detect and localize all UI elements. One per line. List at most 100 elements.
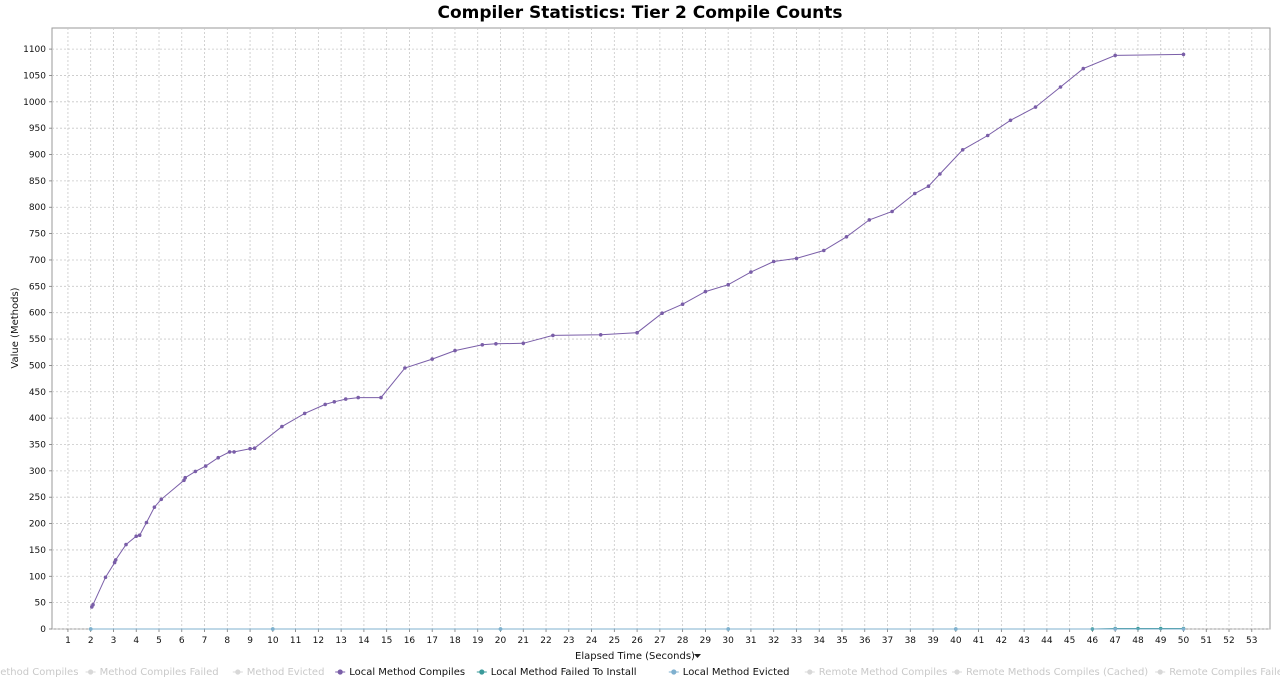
x-tick-label: 38	[905, 636, 917, 646]
x-tick-label: 25	[609, 636, 620, 646]
x-tick-label: 34	[813, 636, 825, 646]
data-point	[938, 172, 942, 176]
legend-item-remote-methods-compiles-cached-[interactable]: Remote Methods Compiles (Cached)	[952, 667, 1148, 678]
data-point	[1081, 66, 1086, 71]
x-tick-label: 9	[247, 636, 253, 646]
legend-label[interactable]: Local Method Compiles	[349, 667, 465, 678]
x-tick-label: 15	[381, 636, 392, 646]
legend-label[interactable]: Remote Method Compiles	[819, 667, 948, 678]
legend-label[interactable]: Local Method Evicted	[683, 667, 790, 678]
x-tick-label: 47	[1109, 636, 1120, 646]
x-tick-label: 4	[133, 636, 139, 646]
x-tick-label: 24	[586, 636, 598, 646]
data-point	[159, 497, 164, 502]
y-axis-label: Value (Methods)	[10, 287, 21, 368]
x-tick-label: 8	[224, 636, 230, 646]
data-point	[91, 602, 95, 607]
x-tick-label: 52	[1223, 636, 1234, 646]
y-tick-label: 1050	[23, 71, 46, 81]
data-point	[680, 302, 685, 307]
data-point	[124, 542, 128, 547]
x-tick-label: 13	[335, 636, 346, 646]
legend-marker-icon	[671, 669, 677, 675]
legend-label[interactable]: Method Compiles Failed	[100, 667, 219, 678]
x-tick-label: 50	[1178, 636, 1190, 646]
legend-item-remote-compiles-failed[interactable]: Remote Compiles Failed	[1155, 667, 1280, 678]
data-point	[227, 450, 232, 454]
data-point	[137, 533, 142, 537]
data-point	[193, 469, 198, 474]
x-tick-label: 42	[996, 636, 1007, 646]
data-point	[430, 357, 435, 361]
legend-label[interactable]: Local Method Failed To Install	[491, 667, 637, 678]
data-point	[113, 558, 118, 562]
legend-item-local-method-failed-to-install[interactable]: Local Method Failed To Install	[476, 667, 637, 678]
x-tick-label: 10	[267, 636, 279, 646]
legend-marker-icon	[337, 669, 343, 675]
x-tick-label: 36	[859, 636, 871, 646]
legend-marker-icon	[235, 669, 241, 675]
legend-marker-icon	[807, 669, 813, 675]
data-point	[112, 560, 117, 565]
data-point	[1113, 53, 1117, 58]
data-point	[726, 282, 730, 287]
data-point	[323, 402, 328, 407]
legend-label[interactable]: Method Compiles	[0, 667, 78, 678]
legend-label[interactable]: Method Evicted	[247, 667, 325, 678]
data-point	[183, 475, 187, 480]
caret-down-icon[interactable]	[694, 654, 701, 658]
legend-item-method-compiles-failed[interactable]: Method Compiles Failed	[85, 667, 219, 678]
legend-label[interactable]: Remote Compiles Failed	[1169, 667, 1280, 678]
x-tick-label: 44	[1041, 636, 1053, 646]
x-tick-label: 11	[290, 636, 301, 646]
x-axis-label[interactable]: Elapsed Time (Seconds)	[575, 651, 695, 662]
data-point	[332, 400, 337, 404]
data-point	[1181, 52, 1186, 57]
legend-label[interactable]: Remote Methods Compiles (Cached)	[966, 667, 1148, 678]
legend-item-method-evicted[interactable]: Method Evicted	[232, 667, 325, 678]
data-point	[134, 534, 138, 538]
y-tick-label: 0	[40, 625, 46, 635]
data-point	[356, 395, 361, 400]
y-tick-label: 200	[29, 520, 46, 530]
x-axis-label-dropdown[interactable]: Elapsed Time (Seconds)	[575, 651, 701, 662]
x-tick-label: 28	[677, 636, 689, 646]
y-tick-label: 450	[29, 388, 46, 398]
y-tick-label: 250	[29, 493, 46, 503]
x-tick-label: 14	[358, 636, 370, 646]
series-local-method-compiles	[90, 52, 1186, 609]
data-point	[379, 395, 383, 400]
x-tick-label: 46	[1087, 636, 1099, 646]
x-tick-label: 12	[313, 636, 324, 646]
legend-item-remote-method-compiles[interactable]: Remote Method Compiles	[804, 667, 948, 678]
x-tick-label: 53	[1246, 636, 1257, 646]
x-tick-label: 30	[722, 636, 734, 646]
x-tick-label: 26	[631, 636, 643, 646]
legend-item-method-compiles[interactable]: Method Compiles	[0, 667, 78, 678]
data-point	[913, 191, 917, 196]
data-point	[1181, 627, 1186, 631]
legend-item-local-method-evicted[interactable]: Local Method Evicted	[668, 667, 790, 678]
data-point	[794, 256, 799, 261]
x-tick-label: 3	[111, 636, 117, 646]
grid	[52, 28, 1270, 630]
y-tick-label: 400	[29, 414, 46, 424]
legend-marker-icon	[88, 669, 94, 675]
x-tick-label: 23	[563, 636, 574, 646]
data-point	[771, 259, 776, 264]
legend-item-local-method-compiles[interactable]: Local Method Compiles	[335, 667, 465, 678]
data-point	[726, 627, 730, 631]
data-point	[890, 209, 894, 214]
data-point	[343, 397, 348, 401]
y-tick-label: 900	[29, 151, 46, 161]
x-tick-label: 20	[495, 636, 507, 646]
data-point	[453, 348, 457, 353]
x-tick-label: 49	[1155, 636, 1167, 646]
x-tick-label: 16	[404, 636, 416, 646]
y-tick-label: 50	[35, 599, 47, 609]
data-point	[954, 627, 958, 631]
x-tick-label: 5	[156, 636, 162, 646]
y-tick-label: 950	[29, 124, 46, 134]
x-tick-label: 1	[65, 636, 71, 646]
